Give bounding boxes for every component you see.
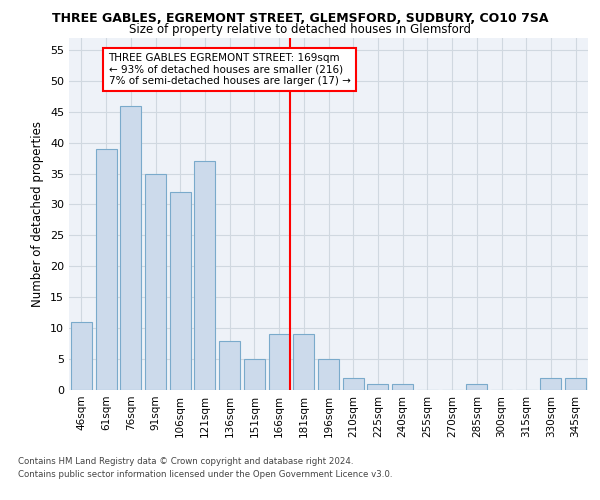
Text: THREE GABLES EGREMONT STREET: 169sqm
← 93% of detached houses are smaller (216)
: THREE GABLES EGREMONT STREET: 169sqm ← 9… (109, 53, 350, 86)
Text: Contains public sector information licensed under the Open Government Licence v3: Contains public sector information licen… (18, 470, 392, 479)
Bar (392, 384, 413, 390)
Bar (367, 384, 388, 390)
Bar (71, 322, 92, 390)
Bar (269, 334, 290, 390)
Y-axis label: Number of detached properties: Number of detached properties (31, 120, 44, 306)
Bar (244, 359, 265, 390)
Bar (293, 334, 314, 390)
Text: THREE GABLES, EGREMONT STREET, GLEMSFORD, SUDBURY, CO10 7SA: THREE GABLES, EGREMONT STREET, GLEMSFORD… (52, 12, 548, 26)
Bar (318, 359, 339, 390)
Bar (145, 174, 166, 390)
Bar (466, 384, 487, 390)
Bar (170, 192, 191, 390)
Bar (219, 340, 240, 390)
Bar (120, 106, 141, 390)
Bar (541, 378, 562, 390)
Bar (194, 161, 215, 390)
Bar (343, 378, 364, 390)
Bar (565, 378, 586, 390)
Bar (95, 149, 116, 390)
Text: Contains HM Land Registry data © Crown copyright and database right 2024.: Contains HM Land Registry data © Crown c… (18, 458, 353, 466)
Text: Size of property relative to detached houses in Glemsford: Size of property relative to detached ho… (129, 22, 471, 36)
